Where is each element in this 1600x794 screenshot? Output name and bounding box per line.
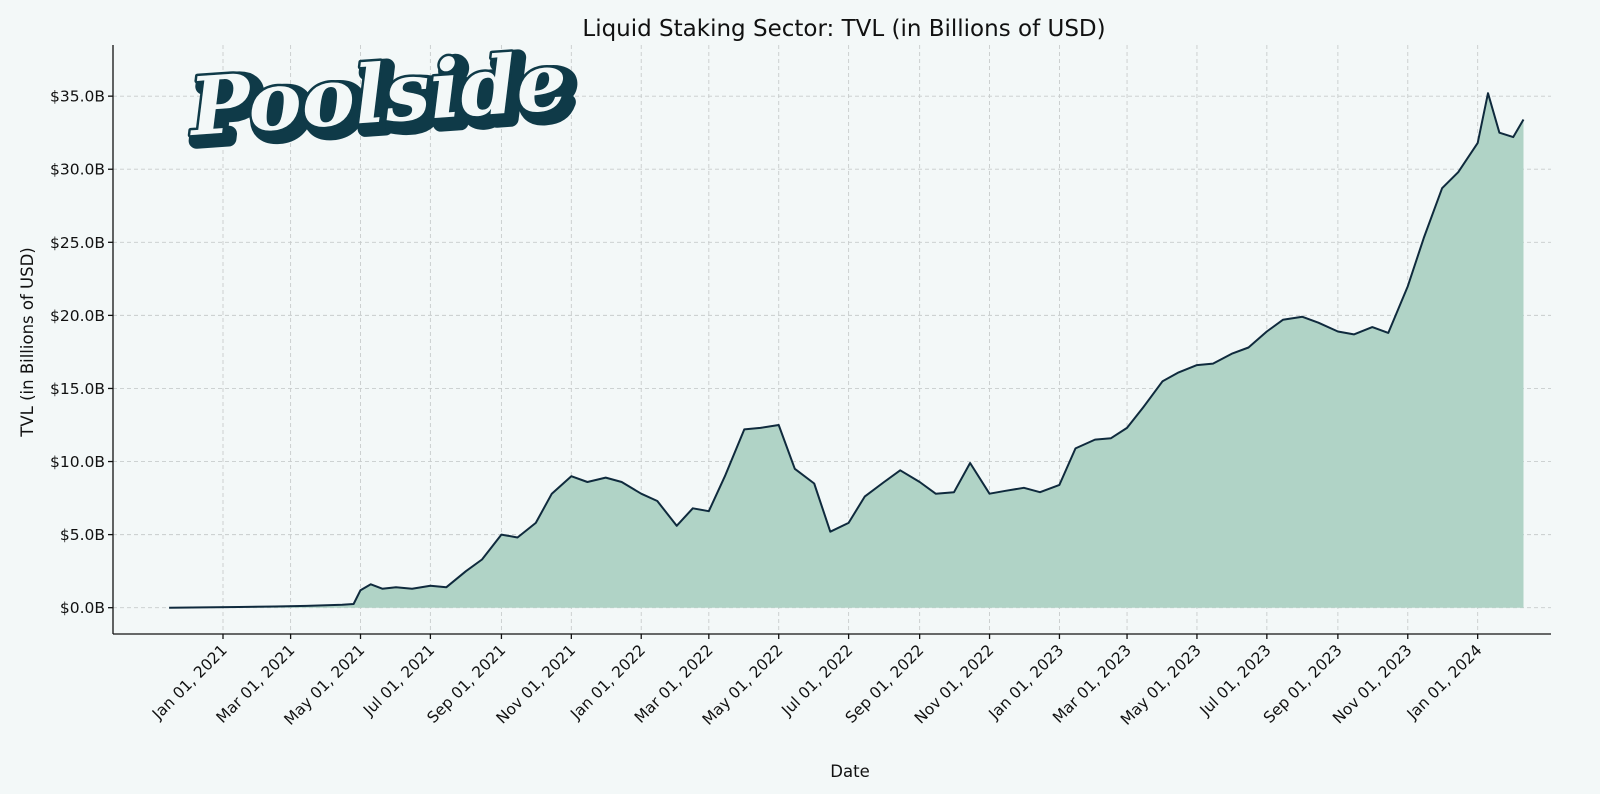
y-tick-label: $30.0B: [50, 161, 105, 179]
x-axis-label: Date: [830, 762, 869, 781]
x-tick-label: Jul 01, 2022: [777, 641, 856, 720]
y-tick-label: $35.0B: [50, 88, 105, 106]
y-tick-label: $5.0B: [60, 526, 105, 544]
y-tick-label: $0.0B: [60, 599, 105, 617]
y-tick-label: $20.0B: [50, 307, 105, 325]
x-tick-label: Jul 01, 2021: [359, 641, 438, 720]
tvl-line: [169, 92, 1525, 609]
y-tick-label: $25.0B: [50, 234, 105, 252]
chart-title: Liquid Staking Sector: TVL (in Billions …: [582, 16, 1105, 42]
y-tick-label: $10.0B: [50, 453, 105, 471]
tvl-area-fill: [169, 93, 1524, 608]
poolside-logo: Poolside Poolside: [182, 31, 584, 167]
axes-layer: [112, 45, 1551, 635]
y-tick-label: $15.0B: [50, 380, 105, 398]
x-tick-label: Jan 01, 2024: [1403, 641, 1486, 724]
y-axis-label: TVL (in Billions of USD): [18, 247, 37, 437]
x-tick-label: Jul 01, 2023: [1196, 641, 1275, 720]
